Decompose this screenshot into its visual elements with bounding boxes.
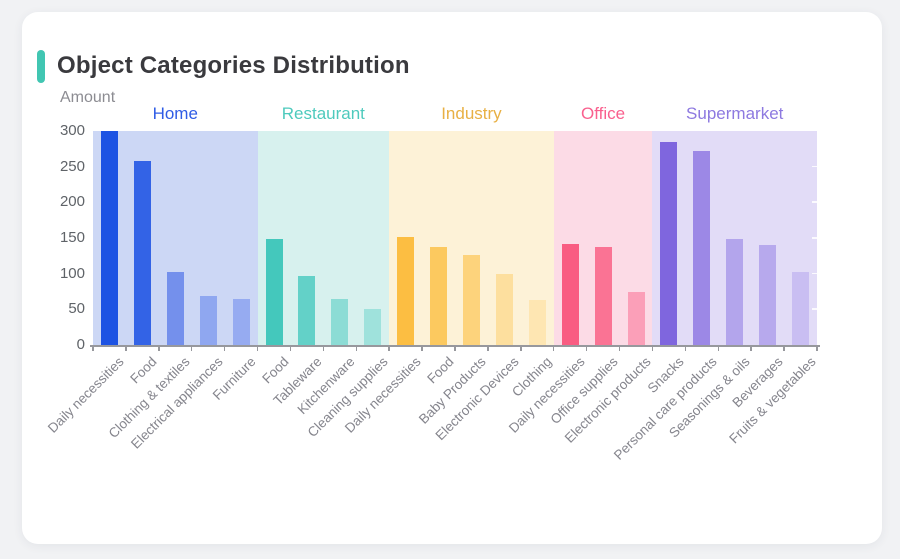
group-label-industry: Industry — [441, 104, 502, 123]
bar — [627, 291, 645, 345]
bar — [331, 298, 349, 345]
x-tick-mark — [552, 345, 555, 351]
group-label-restaurant: Restaurant — [281, 104, 365, 123]
bar — [298, 275, 316, 345]
y-tick-label: 150 — [59, 229, 85, 246]
bar — [792, 272, 810, 345]
y-axis-title: Amount — [60, 89, 116, 106]
bar — [133, 160, 151, 345]
plot-area: Home Daily necessities Food Clothing & text… — [45, 104, 820, 463]
x-tick-mark — [750, 345, 752, 351]
bar — [232, 299, 250, 345]
x-tick-mark — [289, 345, 292, 351]
group-label-home: Home — [152, 104, 198, 123]
right-tick-mark — [812, 165, 817, 168]
x-tick-mark — [651, 345, 654, 351]
chart-card: Object Categories Distribution Amount Ho… — [22, 12, 882, 544]
bar — [726, 239, 744, 345]
group-label-office: Office — [581, 104, 626, 123]
x-tick-mark — [520, 345, 522, 351]
x-tick-mark — [816, 345, 818, 351]
bar — [166, 272, 184, 345]
bar — [495, 273, 513, 345]
bar — [265, 238, 283, 345]
bar — [397, 237, 415, 345]
y-tick-label: 300 — [59, 122, 85, 139]
bar — [364, 308, 382, 345]
right-tick-mark — [812, 272, 817, 275]
y-tick-label: 200 — [59, 193, 85, 211]
bar — [594, 246, 612, 345]
x-tick-mark — [322, 345, 325, 351]
bar — [430, 246, 448, 345]
bar — [100, 131, 118, 345]
bar — [199, 295, 217, 345]
x-tick-mark — [158, 345, 160, 351]
right-tick-mark — [812, 201, 817, 203]
bar — [759, 245, 777, 345]
x-tick-mark — [190, 345, 193, 351]
bar — [561, 243, 579, 345]
x-tick-mark — [355, 345, 358, 351]
y-tick-label: 0 — [76, 336, 85, 353]
x-tick-mark — [223, 345, 226, 351]
right-tick-mark — [812, 237, 817, 239]
x-tick-mark — [618, 345, 621, 351]
x-tick-mark — [125, 345, 127, 351]
x-tick-mark — [783, 345, 785, 351]
x-tick-mark — [684, 345, 687, 351]
x-tick-mark — [454, 345, 456, 351]
x-tick-mark — [585, 345, 588, 351]
bar — [693, 150, 711, 345]
x-tick-mark — [92, 345, 94, 351]
page-title: Object Categories Distribution — [57, 52, 410, 79]
bar — [462, 255, 480, 345]
y-tick-label: 50 — [68, 300, 85, 318]
x-tick-mark — [487, 345, 489, 351]
group-label-supermarket: Supermarket — [686, 104, 784, 123]
x-tick-mark — [388, 345, 390, 351]
x-tick-mark — [717, 345, 720, 351]
bar — [528, 300, 546, 345]
card-header: Object Categories Distribution — [37, 48, 410, 84]
y-tick-label: 100 — [59, 264, 85, 282]
x-tick-mark — [421, 345, 423, 351]
bar — [660, 141, 678, 345]
title-accent-bar — [37, 49, 45, 83]
y-tick-label: 250 — [59, 157, 85, 175]
x-tick-mark — [256, 345, 259, 351]
right-tick-mark — [812, 308, 817, 310]
